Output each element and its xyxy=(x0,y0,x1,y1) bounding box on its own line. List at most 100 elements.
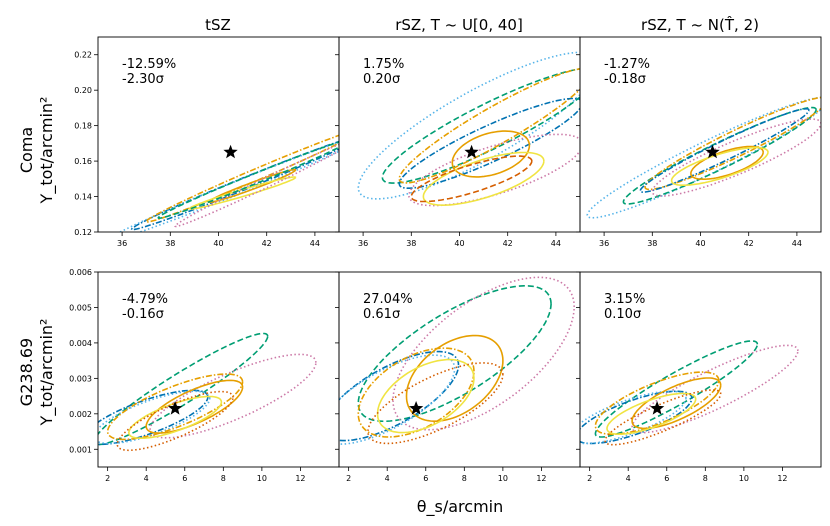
contour-ellipse-2 xyxy=(644,96,821,191)
x-tick-label: 10 xyxy=(498,474,508,483)
contour-ellipse-5 xyxy=(690,145,764,180)
panel-grid: 36 38 40 42 440.120.140.160.180.200.22-12.59… xyxy=(69,36,822,483)
panel-1-0: 2 4 6 8 10 12 0.001 0.002 0.003 0.004 0.005 0.006 -4… xyxy=(69,268,340,483)
panel-plot-area xyxy=(357,51,580,207)
contour-ellipse-7 xyxy=(604,389,722,446)
x-axis-label: θ_s/arcmin xyxy=(417,497,504,517)
x-tick-label: 2 xyxy=(587,474,592,483)
true-value-star-marker xyxy=(409,401,424,415)
x-tick-label: 8 xyxy=(703,474,708,483)
x-tick-label: 38 xyxy=(647,239,657,248)
contour-ellipse-5 xyxy=(451,130,531,178)
panel-1-2: 2 4 6 8 10 12 3.15%0.10σ xyxy=(576,271,822,483)
panel-0-0: 36 38 40 42 44 0.12 0.14 0.16 0.18 0.20 0.22 -12.59… xyxy=(74,36,340,248)
percent-bias-annotation: 27.04% xyxy=(363,292,413,307)
contour-ellipse-1 xyxy=(622,106,817,205)
column-title-rsz-uniform: rSZ, T ~ U[0, 40] xyxy=(395,16,523,34)
panel-plot-area xyxy=(98,332,317,452)
contour-ellipse-6 xyxy=(127,395,223,439)
x-tick-label: 10 xyxy=(739,474,749,483)
x-tick-label: 4 xyxy=(144,474,149,483)
row-label-coma: Coma Y_tot/arcmin² xyxy=(17,97,57,205)
contour-ellipse-7 xyxy=(410,155,533,203)
contour-ellipse-0 xyxy=(594,340,759,438)
y-tick-label: 0.14 xyxy=(74,193,92,202)
y-tick-label: 0.002 xyxy=(69,410,92,419)
panel-0-1: 36 38 40 42 44 1.75%0.20σ xyxy=(335,36,581,248)
contour-ellipse-3 xyxy=(580,390,687,445)
contour-ellipse-0 xyxy=(586,96,821,219)
x-tick-label: 40 xyxy=(695,239,705,248)
contour-ellipse-0 xyxy=(357,51,580,200)
panel-plot-area xyxy=(580,340,799,446)
column-title-rsz-normal: rSZ, T ~ N(T̂, 2) xyxy=(641,15,759,34)
svg-text:Y_tot/arcmin²: Y_tot/arcmin² xyxy=(37,319,57,427)
x-tick-label: 12 xyxy=(295,474,305,483)
x-tick-label: 8 xyxy=(221,474,226,483)
contour-ellipse-6 xyxy=(606,392,697,435)
sigma-bias-annotation: 0.10σ xyxy=(604,307,641,322)
y-tick-label: 0.22 xyxy=(74,51,92,60)
contour-ellipse-5 xyxy=(174,143,339,228)
x-tick-label: 6 xyxy=(423,474,428,483)
x-tick-label: 38 xyxy=(406,239,416,248)
contour-ellipse-7 xyxy=(367,362,504,445)
contour-ellipse-3 xyxy=(98,390,211,445)
true-value-star-marker xyxy=(168,401,183,415)
contour-ellipse-4 xyxy=(651,118,821,197)
y-tick-label: 0.001 xyxy=(69,445,92,454)
contour-ellipse-2 xyxy=(98,389,209,446)
panel-plot-area xyxy=(118,134,339,232)
contour-ellipse-5 xyxy=(405,334,504,422)
panel-1-1: 2 4 6 8 10 12 27.04%0.61σ xyxy=(335,271,581,483)
x-tick-label: 42 xyxy=(262,239,272,248)
svg-text:Coma: Coma xyxy=(17,127,36,173)
x-tick-label: 6 xyxy=(182,474,187,483)
true-value-star-marker xyxy=(705,144,720,159)
y-tick-label: 0.12 xyxy=(74,228,92,237)
percent-bias-annotation: -4.79% xyxy=(122,292,168,307)
svg-text:G238.69: G238.69 xyxy=(17,338,36,406)
contour-ellipse-3 xyxy=(398,97,580,189)
true-value-star-marker xyxy=(223,144,238,159)
contour-ellipse-0 xyxy=(98,332,269,446)
contour-ellipse-0 xyxy=(357,284,552,423)
contour-ellipse-5 xyxy=(631,377,722,430)
contour-ellipse-1 xyxy=(631,344,799,434)
row-label-g238: G238.69 Y_tot/arcmin² xyxy=(17,319,57,427)
x-tick-label: 38 xyxy=(165,239,175,248)
panel-0-2: 36 38 40 42 44 -1.27%-0.18σ xyxy=(576,36,822,248)
contour-ellipse-4 xyxy=(357,347,475,438)
contour-ellipse-4 xyxy=(188,176,297,210)
percent-bias-annotation: -12.59% xyxy=(122,57,176,72)
x-tick-label: 40 xyxy=(454,239,464,248)
column-title-tsz: tSZ xyxy=(205,16,231,34)
contour-ellipse-4 xyxy=(106,373,244,441)
y-tick-label: 0.004 xyxy=(69,339,92,348)
x-tick-label: 8 xyxy=(462,474,467,483)
x-tick-label: 10 xyxy=(257,474,267,483)
x-tick-label: 36 xyxy=(599,239,609,248)
sigma-bias-annotation: 0.20σ xyxy=(363,72,400,87)
contour-ellipse-1 xyxy=(381,68,580,184)
x-tick-label: 44 xyxy=(792,239,802,248)
contour-ellipse-3 xyxy=(339,354,456,445)
sigma-bias-annotation: 0.61σ xyxy=(363,307,400,322)
percent-bias-annotation: 3.15% xyxy=(604,292,645,307)
x-tick-label: 12 xyxy=(536,474,546,483)
contour-ellipse-1 xyxy=(149,353,317,439)
x-tick-label: 42 xyxy=(744,239,754,248)
contour-ellipse-2 xyxy=(145,134,339,223)
y-tick-label: 0.006 xyxy=(69,268,92,277)
svg-text:Y_tot/arcmin²: Y_tot/arcmin² xyxy=(37,97,57,205)
x-tick-label: 4 xyxy=(385,474,390,483)
x-tick-label: 36 xyxy=(358,239,368,248)
y-tick-label: 0.18 xyxy=(74,122,92,131)
contour-ellipse-6 xyxy=(422,151,545,207)
sigma-bias-annotation: -0.18σ xyxy=(604,72,646,87)
sigma-bias-annotation: -0.16σ xyxy=(122,307,164,322)
x-tick-label: 44 xyxy=(310,239,320,248)
x-tick-label: 2 xyxy=(346,474,351,483)
contour-ellipse-1 xyxy=(118,141,339,232)
x-tick-label: 40 xyxy=(213,239,223,248)
